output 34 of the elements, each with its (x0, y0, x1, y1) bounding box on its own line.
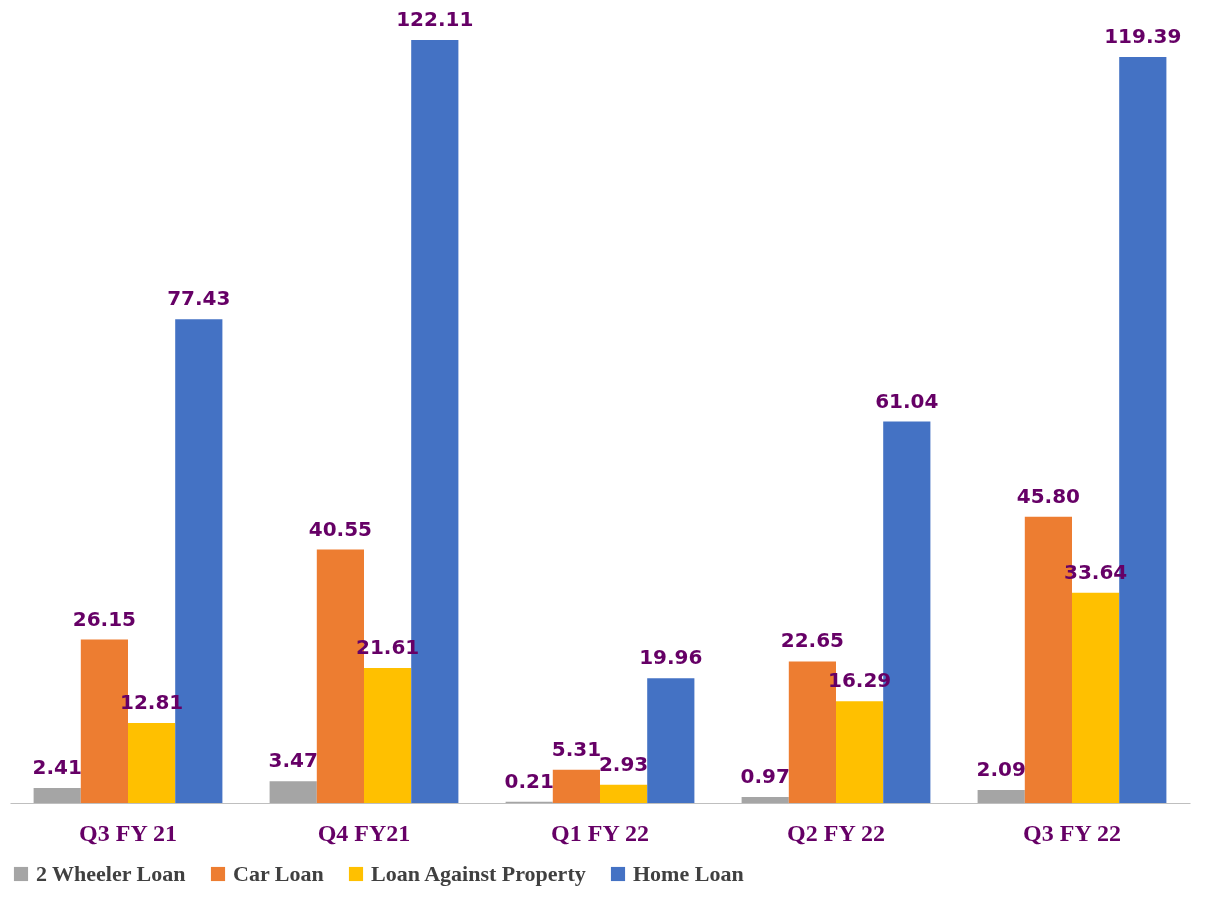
bar (836, 701, 884, 803)
bar (600, 784, 648, 803)
bar (741, 796, 789, 803)
data-label: 61.04 (875, 388, 939, 413)
data-label: 0.21 (504, 768, 554, 793)
data-label: 122.11 (396, 7, 474, 31)
data-label: 22.65 (780, 628, 845, 653)
bar (33, 787, 81, 803)
data-label: 0.97 (740, 763, 790, 788)
data-label: 77.43 (167, 286, 231, 311)
x-tick-label: Q2 FY 22 (787, 819, 885, 846)
data-label: 45.80 (1016, 483, 1081, 508)
bar (647, 678, 695, 803)
x-tick-label: Q3 FY 22 (1023, 819, 1121, 846)
data-label: 119.39 (1104, 24, 1182, 48)
x-tick-label: Q4 FY21 (317, 819, 411, 846)
legend-label: Home Loan (633, 861, 744, 886)
bar (552, 769, 600, 803)
bar (1072, 592, 1120, 803)
x-tick-label: Q1 FY 22 (551, 819, 649, 846)
data-label: 19.96 (639, 645, 703, 670)
legend-label: 2 Wheeler Loan (36, 861, 186, 886)
x-tick-label: Q3 FY 21 (79, 819, 177, 846)
data-label: 26.15 (72, 606, 137, 631)
data-label: 3.47 (268, 748, 318, 773)
bar (364, 667, 412, 803)
data-label: 2.09 (976, 756, 1026, 781)
data-label: 40.55 (308, 516, 373, 541)
data-label: 2.41 (32, 754, 82, 779)
bar (269, 781, 317, 803)
bar (977, 789, 1025, 803)
legend-label: Car Loan (233, 861, 324, 886)
legend-label: Loan Against Property (371, 861, 586, 886)
bar (128, 722, 176, 803)
